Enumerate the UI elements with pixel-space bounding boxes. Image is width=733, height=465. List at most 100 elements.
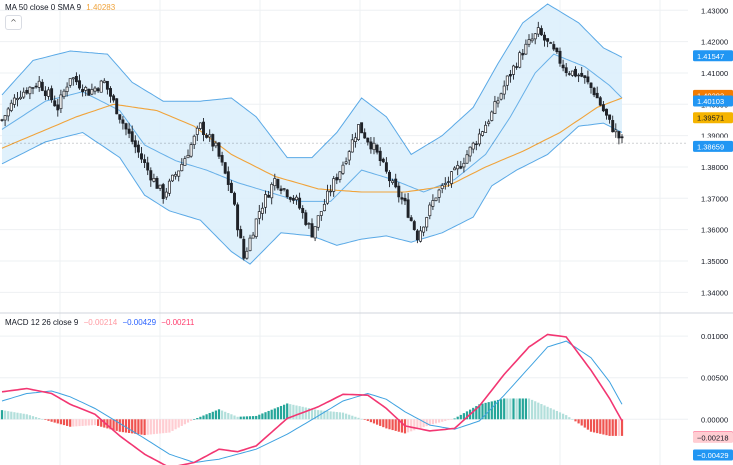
macd-histogram-bar bbox=[527, 398, 531, 420]
candle-body bbox=[242, 238, 246, 259]
price-axis-tick-label: 1.42000 bbox=[701, 38, 728, 47]
candle-body bbox=[90, 89, 94, 95]
macd-histogram-bar bbox=[13, 412, 16, 420]
macd-histogram-bar bbox=[323, 410, 326, 420]
candle-body bbox=[40, 81, 44, 91]
macd-histogram-bar bbox=[338, 412, 342, 420]
macd-histogram-bar bbox=[158, 419, 162, 434]
macd-legend: MACD 12 26 close 9 −0.00214 −0.00429 −0.… bbox=[5, 318, 197, 327]
candle-body bbox=[143, 159, 147, 163]
candle-body bbox=[620, 136, 624, 139]
candle-body bbox=[155, 177, 159, 189]
candle-body bbox=[539, 28, 543, 36]
candle-body bbox=[236, 204, 240, 231]
macd-histogram-bar bbox=[289, 404, 292, 420]
macd-histogram-bar bbox=[217, 409, 221, 420]
macd-histogram-bar bbox=[208, 413, 211, 420]
candle-body bbox=[443, 183, 447, 185]
macd-histogram-bar bbox=[354, 416, 357, 420]
price-scale-badge: 1.41547 bbox=[693, 50, 733, 62]
candle-body bbox=[25, 90, 29, 94]
candle-body bbox=[304, 212, 308, 225]
candle-body bbox=[456, 165, 460, 170]
candle-body bbox=[47, 89, 50, 97]
macd-histogram-bar bbox=[189, 419, 193, 421]
candle-body bbox=[233, 192, 236, 205]
macd-histogram-bar bbox=[112, 419, 115, 431]
macd-histogram-bar bbox=[574, 419, 577, 422]
candle-body bbox=[149, 170, 153, 181]
macd-histogram-bar bbox=[481, 403, 484, 420]
price-axis-tick-label: 1.36000 bbox=[701, 226, 728, 235]
candle-body bbox=[31, 87, 35, 89]
candle-body bbox=[583, 75, 587, 79]
candle-body bbox=[171, 174, 174, 182]
macd-histogram-bar bbox=[478, 404, 481, 420]
candle-body bbox=[226, 171, 230, 185]
candle-body bbox=[295, 196, 298, 201]
price-scale-badge-bg bbox=[693, 50, 733, 62]
candle-body bbox=[133, 140, 137, 148]
macd-histogram-bar bbox=[78, 419, 81, 427]
candle-body bbox=[43, 90, 47, 97]
price-axis-tick-label: 1.35000 bbox=[701, 257, 728, 266]
candle-body bbox=[19, 96, 23, 99]
macd-histogram-bar bbox=[168, 419, 171, 433]
candle-body bbox=[375, 144, 379, 153]
candle-body bbox=[605, 108, 608, 116]
macd-histogram-bar bbox=[344, 413, 348, 420]
candle-body bbox=[301, 208, 305, 214]
candle-body bbox=[164, 191, 168, 198]
candle-body bbox=[508, 74, 512, 77]
macd-histogram-bar bbox=[385, 419, 388, 429]
macd-histogram-bar bbox=[605, 419, 608, 436]
candle-body bbox=[62, 90, 66, 98]
candle-body bbox=[490, 111, 494, 121]
price-axis-tick-label: 1.38000 bbox=[701, 163, 728, 172]
candle-body bbox=[381, 158, 385, 163]
macd-legend-value-3: −0.00211 bbox=[161, 318, 195, 327]
candle-body bbox=[270, 183, 274, 199]
candle-body bbox=[202, 121, 205, 135]
macd-histogram-bar bbox=[143, 419, 146, 436]
candle-body bbox=[183, 158, 187, 166]
candle-body bbox=[223, 162, 227, 174]
candle-body bbox=[614, 129, 618, 133]
candle-body bbox=[81, 88, 85, 93]
candle-body bbox=[229, 182, 233, 193]
macd-histogram-bar bbox=[431, 419, 435, 425]
macd-histogram-bar bbox=[255, 415, 258, 420]
macd-histogram-bar bbox=[425, 419, 428, 427]
candle-body bbox=[530, 38, 534, 42]
candle-body bbox=[400, 197, 404, 200]
macd-histogram-bar bbox=[326, 411, 329, 420]
collapse-legend-button[interactable]: ^ bbox=[5, 15, 22, 30]
macd-histogram-bar bbox=[549, 408, 552, 420]
candle-body bbox=[450, 171, 453, 184]
candle-body bbox=[487, 121, 491, 124]
macd-histogram-bar bbox=[515, 398, 518, 420]
price-scale-badge: 1.40103 bbox=[693, 95, 733, 107]
candle-body bbox=[372, 142, 376, 151]
macd-histogram-bar bbox=[276, 407, 280, 420]
macd-histogram-bar bbox=[264, 412, 267, 420]
macd-histogram-bar bbox=[3, 410, 7, 420]
candle-body bbox=[415, 230, 419, 241]
candle-body bbox=[484, 124, 488, 133]
candle-body bbox=[102, 80, 106, 83]
macd-histogram-bar bbox=[270, 409, 273, 420]
candle-body bbox=[34, 85, 38, 88]
macd-histogram-bar bbox=[81, 419, 84, 426]
macd-histogram-bar bbox=[589, 419, 593, 432]
macd-histogram-bar bbox=[47, 419, 50, 421]
macd-histogram-bar bbox=[69, 419, 72, 427]
macd-histogram-bar bbox=[127, 419, 131, 433]
candle-body bbox=[288, 196, 292, 200]
macd-histogram-bar bbox=[19, 413, 22, 420]
macd-histogram-bar bbox=[462, 413, 466, 420]
macd-histogram-bar bbox=[180, 419, 183, 426]
macd-histogram-bar bbox=[450, 419, 453, 420]
macd-histogram-bar bbox=[379, 419, 382, 426]
price-scale-badge-bg bbox=[693, 140, 733, 152]
